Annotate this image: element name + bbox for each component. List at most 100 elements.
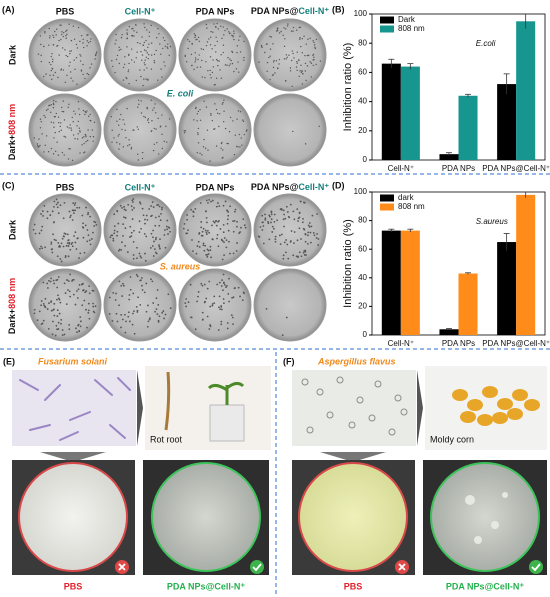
colony [194,208,197,210]
colony [282,218,285,221]
colony [69,53,71,55]
colony [44,144,46,147]
colony [164,313,167,316]
colony [298,251,301,254]
colony [203,301,206,304]
colony [297,217,300,220]
colony [70,77,72,79]
colony [315,63,317,66]
colony [292,52,294,55]
colony [184,302,187,304]
colony [61,334,64,336]
colony [234,208,237,211]
colony [75,43,78,46]
colony [283,45,286,48]
colony [232,220,234,223]
colony [44,31,46,33]
colony [153,61,156,64]
colony [77,120,79,123]
colony [91,289,94,292]
colony [115,58,118,61]
colony [137,159,139,161]
colony [61,33,63,36]
colony [78,206,81,209]
colony [239,295,241,298]
colony [51,68,54,70]
bar [516,21,536,160]
colony [225,286,227,289]
colony [200,221,203,223]
colony [95,223,98,226]
colony [131,35,134,37]
colony [89,40,92,43]
label-part: 808 nm [7,104,17,135]
colony [204,244,207,247]
colony [133,332,136,335]
colony [227,229,230,232]
colony [316,213,319,215]
colony [160,68,162,70]
colony [197,295,199,298]
colony [282,34,284,37]
colony [141,284,143,287]
colony [278,58,281,61]
colony [72,121,74,123]
organism-label: Aspergillus flavus [317,356,396,366]
colony [243,224,246,227]
colony [85,290,88,292]
colony [74,231,77,234]
colony [127,70,129,73]
colony [145,310,148,313]
colony [311,214,314,217]
colony [71,279,74,281]
colony [89,67,91,69]
colony [50,147,53,150]
colony [296,208,299,211]
colony [139,303,142,306]
colony [118,143,121,145]
petri-dish [28,193,102,267]
colony [286,211,289,213]
colony [192,210,195,213]
colony [113,232,116,235]
colony [141,36,143,38]
colonies [465,492,508,544]
colony [271,225,274,228]
colony [120,249,123,251]
colony [75,57,78,59]
pot [209,404,245,442]
colony [199,108,201,111]
petri-dish [18,462,128,572]
colony [137,296,140,299]
colony [58,54,60,56]
colony [74,241,77,244]
colony [118,248,121,251]
colony [201,318,204,321]
colony [71,159,74,162]
colony [50,69,52,72]
colony [87,129,89,131]
colony [144,222,146,225]
colony [143,69,145,71]
colony [221,103,224,105]
colony [182,227,185,230]
colony [232,36,234,38]
colony [226,209,228,212]
colony [86,72,88,75]
colony [265,308,268,310]
colony [53,238,56,241]
colony [140,112,143,114]
colony [68,23,70,25]
colony [262,242,265,245]
colony [287,215,290,218]
colony [216,22,218,25]
colony [153,60,155,62]
colony [217,64,219,67]
colony [39,144,41,147]
colony [215,36,217,39]
label-part: Cell-N⁺ [298,6,329,16]
colony [145,50,147,52]
colony [285,316,288,319]
colony [40,120,42,123]
colony [82,222,84,225]
